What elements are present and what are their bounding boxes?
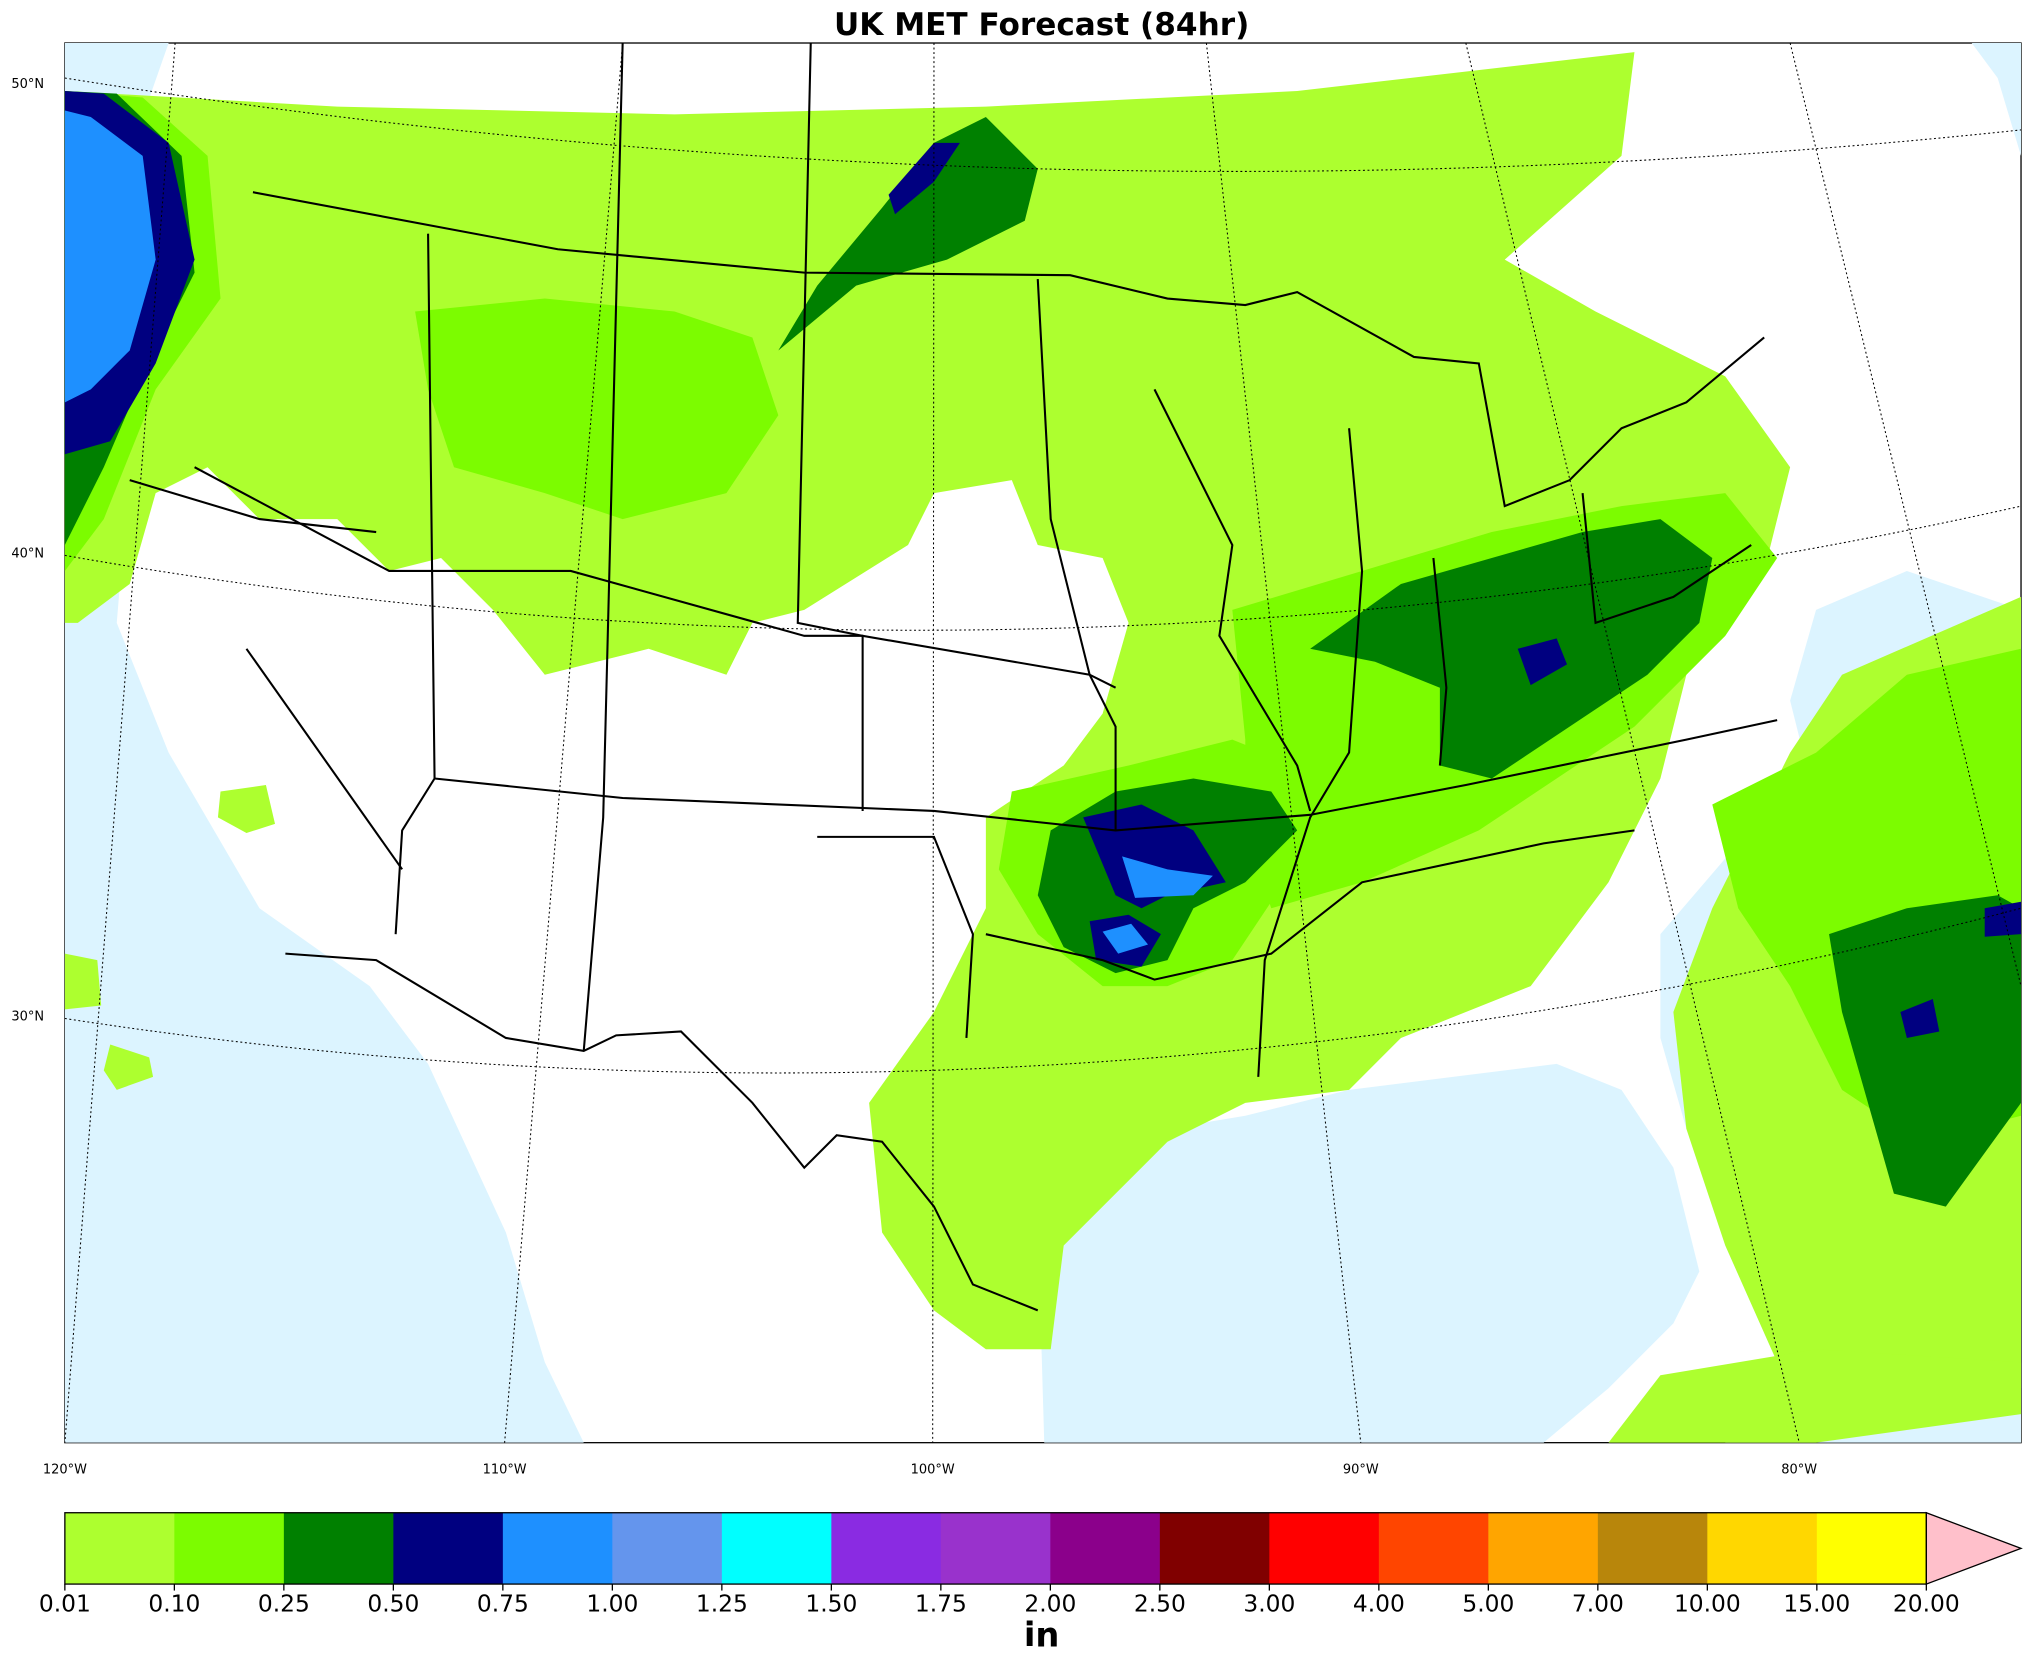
colorbar: 0.01 0.10 0.25 0.50 0.75 1.00 1.25 1.50 1.75 2.00… bbox=[39, 1511, 2023, 1617]
colorbar-tick-label: 7.00 bbox=[1572, 1589, 1624, 1617]
colorbar-unit: in bbox=[1024, 1616, 1060, 1655]
lat-label: 40°N bbox=[11, 547, 44, 562]
lon-label: 110°W bbox=[483, 1462, 527, 1477]
gulf-of-california bbox=[369, 986, 506, 1298]
color-segment bbox=[1159, 1512, 1270, 1585]
colorbar-outline bbox=[64, 1512, 1927, 1585]
color-segment bbox=[1488, 1512, 1599, 1585]
colorbar-tick-label: 10.00 bbox=[1674, 1589, 1741, 1617]
color-segment bbox=[283, 1512, 395, 1585]
color-segment bbox=[64, 1512, 176, 1585]
color-segment bbox=[721, 1512, 832, 1585]
colorbar-tick-label: 15.00 bbox=[1783, 1589, 1850, 1617]
colorbar-tick-label: 1.25 bbox=[696, 1589, 748, 1617]
lat-label: 50°N bbox=[11, 77, 44, 92]
colorbar-tick-label: 1.50 bbox=[805, 1589, 857, 1617]
colorbar-tick-label: 1.00 bbox=[586, 1589, 638, 1617]
colorbar-tick-label: 0.50 bbox=[367, 1589, 419, 1617]
colorbar-tick-label: 1.75 bbox=[915, 1589, 967, 1617]
colorbar-tick-label: 5.00 bbox=[1462, 1589, 1514, 1617]
map bbox=[64, 42, 2022, 1444]
lon-label: 80°W bbox=[1781, 1462, 1817, 1477]
lat-label: 30°N bbox=[11, 1010, 44, 1025]
pacific-ocean bbox=[64, 43, 584, 1443]
lon-label: 100°W bbox=[911, 1462, 955, 1477]
lat-labels: 50°N 40°N 30°N bbox=[11, 77, 44, 1025]
colorbar-tick-label: 4.00 bbox=[1353, 1589, 1405, 1617]
color-segment bbox=[502, 1512, 614, 1585]
lon-label: 90°W bbox=[1343, 1462, 1379, 1477]
color-segment bbox=[940, 1512, 1051, 1585]
color-segment bbox=[1597, 1512, 1708, 1585]
colorbar-tick-label: 3.00 bbox=[1243, 1589, 1295, 1617]
colorbar-tick-label: 0.01 bbox=[39, 1589, 91, 1617]
precipitation-shading bbox=[64, 52, 2022, 1443]
colorbar-tick-label: 2.50 bbox=[1134, 1589, 1186, 1617]
color-segment bbox=[1816, 1512, 1927, 1585]
color-segment bbox=[1269, 1512, 1380, 1585]
boundaries bbox=[129, 42, 1778, 1312]
colorbar-tick-label: 0.25 bbox=[258, 1589, 310, 1617]
color-segment bbox=[174, 1512, 285, 1585]
color-segment bbox=[831, 1512, 942, 1585]
gulf-of-mexico bbox=[1037, 1063, 1700, 1443]
colorbar-tick-label: 0.10 bbox=[148, 1589, 200, 1617]
color-segment bbox=[1378, 1512, 1489, 1585]
colorbar-tick-label: 2.00 bbox=[1024, 1589, 1076, 1617]
lon-label: 120°W bbox=[43, 1462, 87, 1477]
color-segment bbox=[1707, 1512, 1818, 1585]
color-segment bbox=[1050, 1512, 1161, 1585]
colorbar-extension bbox=[1925, 1511, 2023, 1586]
lon-labels: 120°W 110°W 100°W 90°W 80°W bbox=[43, 1462, 1817, 1477]
colorbar-tick-label: 0.75 bbox=[477, 1589, 529, 1617]
gulf-of-st-lawrence bbox=[1971, 43, 2022, 156]
color-segment bbox=[393, 1512, 504, 1585]
color-segment bbox=[612, 1512, 723, 1585]
colorbar-tick-label: 20.00 bbox=[1893, 1589, 1960, 1617]
map-title: UK MET Forecast (84hr) bbox=[834, 7, 1249, 43]
